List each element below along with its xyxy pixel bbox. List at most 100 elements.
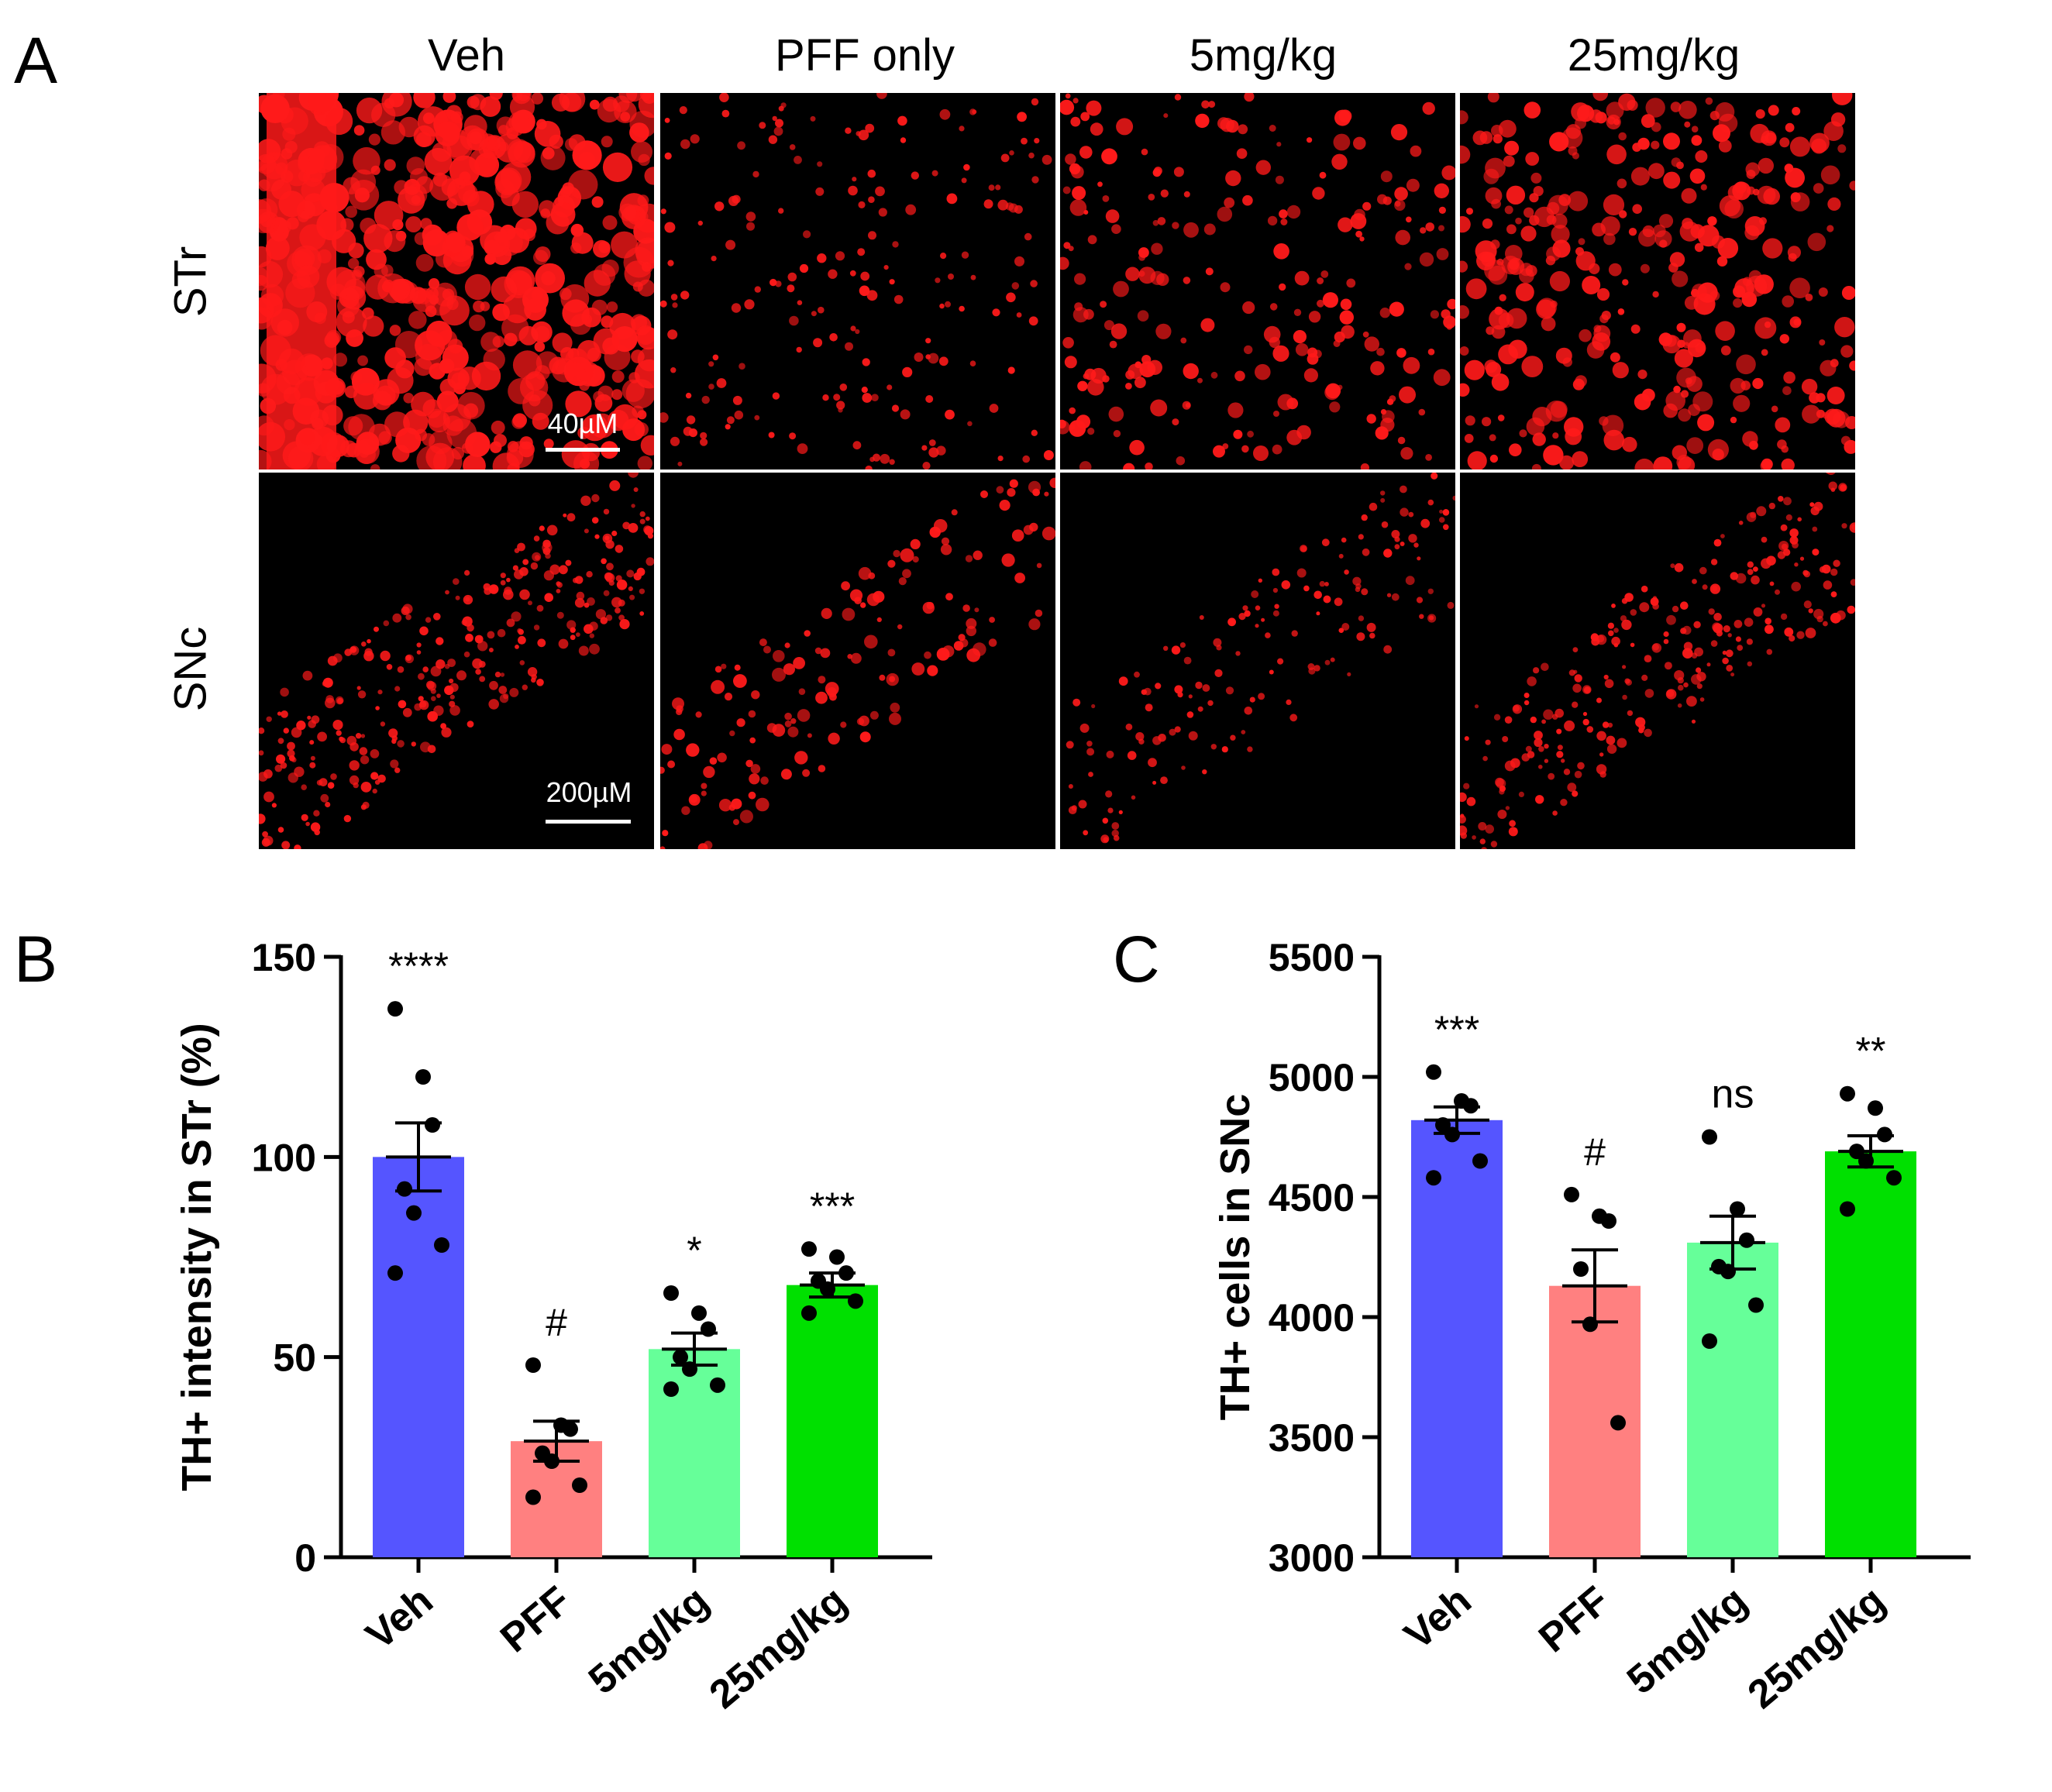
chart-c-data-point xyxy=(1840,1201,1855,1217)
chart-c-x-tick-label: 5mg/kg xyxy=(1619,1578,1756,1703)
chart-c-data-point xyxy=(1868,1100,1883,1116)
chart-b-data-point xyxy=(425,1117,440,1133)
chart-b-x-tick-label: 25mg/kg xyxy=(701,1578,856,1718)
chart-c-data-point xyxy=(1601,1213,1616,1229)
micrograph-snc-4 xyxy=(1460,473,1855,849)
scale-bar-str xyxy=(546,448,620,452)
panel-b-letter: B xyxy=(14,923,58,996)
chart-c-y-tick-label: 3000 xyxy=(1269,1536,1355,1580)
chart-b-data-point xyxy=(663,1285,679,1301)
chart-b-data-point xyxy=(406,1205,422,1221)
micrograph-str-3 xyxy=(1060,93,1455,469)
chart-c-data-point xyxy=(1702,1129,1717,1145)
chart-b-data-point xyxy=(848,1293,863,1309)
chart-c-data-point xyxy=(1702,1333,1717,1349)
chart-b-data-point xyxy=(710,1377,725,1393)
chart-c-data-point xyxy=(1720,1264,1736,1280)
chart-c-data-point xyxy=(1610,1415,1626,1431)
chart-b-data-point xyxy=(387,1001,403,1017)
chart-c-annotation: *** xyxy=(1434,1008,1479,1051)
chart-c-data-point xyxy=(1886,1170,1902,1186)
chart-c-data-point xyxy=(1730,1201,1745,1217)
chart-c-data-point xyxy=(1444,1126,1460,1143)
chart-b-y-tick-label: 100 xyxy=(252,1136,316,1179)
chart-b-data-point xyxy=(525,1357,541,1373)
row-label-str: STr xyxy=(165,246,216,318)
chart-c-bar-4 xyxy=(1825,1151,1916,1557)
chart-b-data-point xyxy=(682,1361,697,1378)
chart-c-data-point xyxy=(1426,1170,1441,1186)
scale-bar-snc xyxy=(546,820,631,824)
chart-b-annotation: * xyxy=(687,1229,701,1272)
chart-c: 3000 3500 4000 4500 5000 5500 TH+ cells in SNc… xyxy=(1212,936,1971,1718)
micrograph-snc-1 xyxy=(259,473,654,849)
chart-b-data-point xyxy=(663,1381,679,1397)
chart-c-data-point xyxy=(1739,1232,1754,1248)
micrograph-str-2 xyxy=(660,93,1055,469)
chart-b-annotation: **** xyxy=(388,944,449,988)
chart-c-y-tick-label: 5000 xyxy=(1269,1056,1355,1099)
chart-b-bar-3 xyxy=(649,1349,740,1557)
micrograph-str-1 xyxy=(259,93,654,469)
chart-b-y-tick-label: 50 xyxy=(273,1336,316,1380)
chart-b-x-tick-label: Veh xyxy=(358,1578,442,1659)
chart-b-data-point xyxy=(397,1181,412,1197)
chart-c-y-axis-label: TH+ cells in SNc xyxy=(1212,1094,1258,1421)
chart-b-data-point xyxy=(415,1069,431,1085)
chart-b-y-axis-label: TH+ intensity in STr (%) xyxy=(174,1023,220,1491)
chart-b-data-point xyxy=(673,1349,688,1365)
chart-c-bar-3 xyxy=(1687,1242,1778,1557)
column-title-25mgkg: 25mg/kg xyxy=(1567,30,1740,81)
column-title-pff-only: PFF only xyxy=(774,30,955,81)
chart-c-bar-1 xyxy=(1411,1120,1503,1557)
chart-b-x-tick-label: 5mg/kg xyxy=(580,1578,718,1703)
chart-b-data-point xyxy=(801,1305,817,1321)
chart-b-data-point xyxy=(820,1281,835,1297)
micrograph-snc-3 xyxy=(1060,473,1455,849)
panel-a-letter: A xyxy=(14,24,58,97)
chart-c-data-point xyxy=(1463,1098,1479,1114)
chart-c-x-tick-label: Veh xyxy=(1396,1578,1480,1659)
chart-b-x-tick-label: PFF xyxy=(492,1578,580,1662)
chart-c-data-point xyxy=(1877,1126,1892,1143)
chart-b-data-point xyxy=(829,1249,845,1265)
chart-c-data-point xyxy=(1858,1153,1874,1169)
micrograph-snc-2 xyxy=(660,473,1055,849)
micrograph-str-4 xyxy=(1460,93,1855,469)
column-title-veh: Veh xyxy=(428,30,505,81)
chart-b-data-point xyxy=(525,1489,541,1505)
panel-c-letter: C xyxy=(1113,923,1160,996)
chart-c-data-point xyxy=(1840,1085,1855,1102)
chart-c-data-point xyxy=(1426,1064,1441,1080)
chart-c-data-point xyxy=(1435,1117,1451,1133)
row-label-snc: SNc xyxy=(165,626,216,712)
chart-c-data-point xyxy=(1573,1261,1589,1277)
scale-label-snc: 200µM xyxy=(546,776,632,808)
chart-c-x-tick-label: PFF xyxy=(1530,1578,1618,1662)
chart-b-data-point xyxy=(572,1477,587,1493)
chart-c-data-point xyxy=(1748,1297,1764,1313)
chart-c-data-point xyxy=(1849,1144,1864,1160)
column-title-5mgkg: 5mg/kg xyxy=(1189,30,1338,81)
chart-b-bar-1 xyxy=(373,1157,464,1557)
chart-b-annotation: # xyxy=(546,1301,567,1344)
chart-c-y-tick-label: 4000 xyxy=(1269,1296,1355,1340)
chart-c-annotation: # xyxy=(1584,1130,1606,1174)
chart-b-data-point xyxy=(701,1321,716,1337)
chart-b-data-point xyxy=(801,1241,817,1257)
chart-c-y-tick-label: 4500 xyxy=(1269,1176,1355,1219)
chart-c-annotation: ** xyxy=(1856,1030,1886,1073)
chart-c-y-tick-label: 5500 xyxy=(1269,936,1355,979)
chart-c-x-tick-label: 25mg/kg xyxy=(1740,1578,1894,1718)
chart-c-annotation: ns xyxy=(1712,1072,1754,1117)
chart-b-y-tick-label: 150 xyxy=(252,936,316,979)
chart-b-data-point xyxy=(387,1265,403,1281)
chart-b-bar-4 xyxy=(787,1285,878,1557)
chart-c-y-tick-label: 3500 xyxy=(1269,1416,1355,1460)
chart-b-data-point xyxy=(544,1453,559,1469)
chart-c-data-point xyxy=(1564,1186,1579,1202)
chart-b-data-point xyxy=(691,1305,707,1321)
chart-b-annotation: *** xyxy=(810,1185,855,1228)
chart-b-data-point xyxy=(563,1421,578,1437)
chart-b-data-point xyxy=(434,1237,449,1253)
